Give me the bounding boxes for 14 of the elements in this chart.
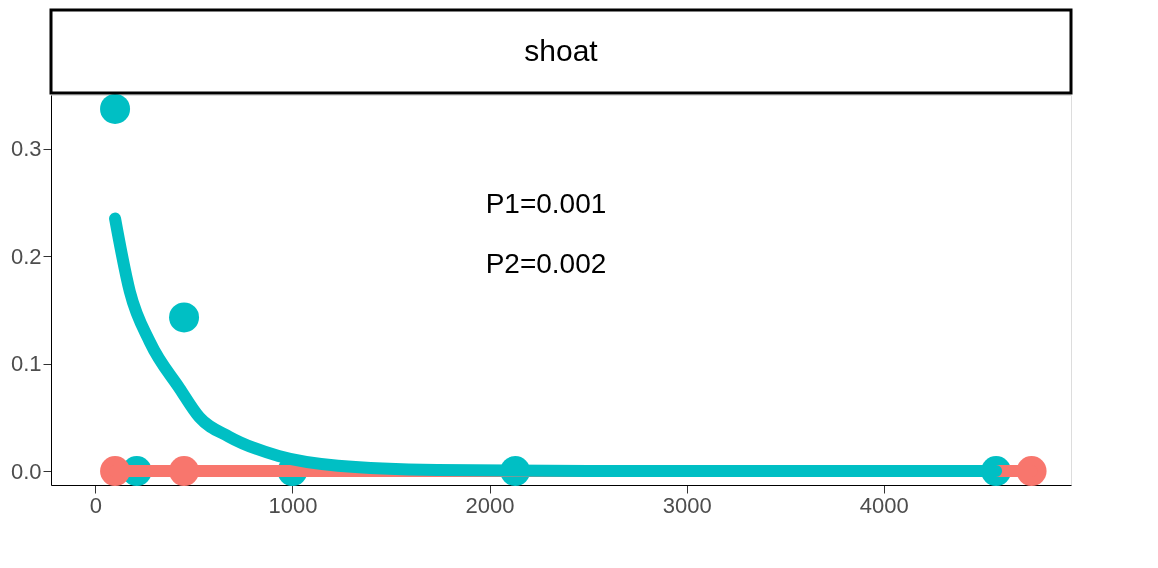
x-tick-label: 2000 bbox=[465, 492, 515, 518]
annotation: P1=0.001 bbox=[485, 188, 607, 219]
point bbox=[100, 94, 131, 124]
x-tick-label: 0 bbox=[89, 492, 102, 518]
y-tick-label: 0.3 bbox=[10, 136, 42, 162]
chart-title: shoat bbox=[524, 34, 599, 67]
y-tick-label: 0.0 bbox=[10, 458, 42, 484]
annotation: P2=0.002 bbox=[485, 248, 607, 279]
y-tick-label: 0.2 bbox=[10, 243, 42, 269]
x-tick-label: 4000 bbox=[859, 492, 909, 518]
x-tick-label: 3000 bbox=[662, 492, 712, 518]
y-tick-label: 0.1 bbox=[10, 351, 42, 377]
point bbox=[169, 302, 200, 333]
x-tick-label: 1000 bbox=[268, 492, 318, 518]
